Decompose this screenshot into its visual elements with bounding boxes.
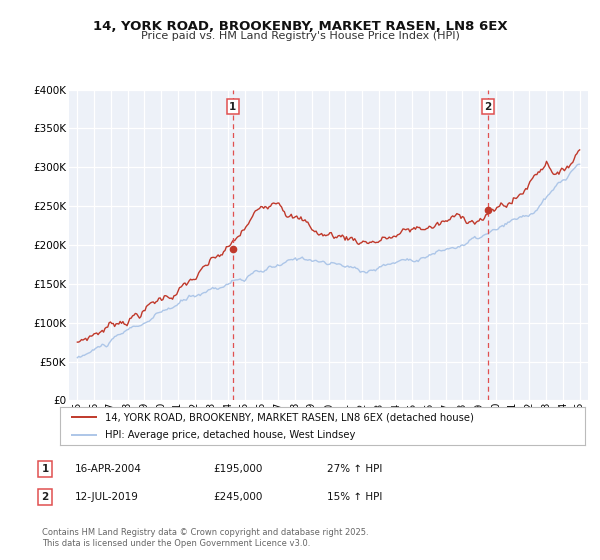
Text: 14, YORK ROAD, BROOKENBY, MARKET RASEN, LN8 6EX (detached house): 14, YORK ROAD, BROOKENBY, MARKET RASEN, … <box>104 412 473 422</box>
Text: £195,000: £195,000 <box>213 464 262 474</box>
Text: 1: 1 <box>229 102 236 111</box>
Text: Contains HM Land Registry data © Crown copyright and database right 2025.
This d: Contains HM Land Registry data © Crown c… <box>42 528 368 548</box>
Text: 14, YORK ROAD, BROOKENBY, MARKET RASEN, LN8 6EX: 14, YORK ROAD, BROOKENBY, MARKET RASEN, … <box>92 20 508 32</box>
Text: 16-APR-2004: 16-APR-2004 <box>75 464 142 474</box>
Text: 12-JUL-2019: 12-JUL-2019 <box>75 492 139 502</box>
Text: Price paid vs. HM Land Registry's House Price Index (HPI): Price paid vs. HM Land Registry's House … <box>140 31 460 41</box>
Text: 2: 2 <box>485 102 492 111</box>
Text: HPI: Average price, detached house, West Lindsey: HPI: Average price, detached house, West… <box>104 430 355 440</box>
Text: 27% ↑ HPI: 27% ↑ HPI <box>327 464 382 474</box>
Text: 15% ↑ HPI: 15% ↑ HPI <box>327 492 382 502</box>
Text: 1: 1 <box>41 464 49 474</box>
Text: 2: 2 <box>41 492 49 502</box>
Text: £245,000: £245,000 <box>213 492 262 502</box>
